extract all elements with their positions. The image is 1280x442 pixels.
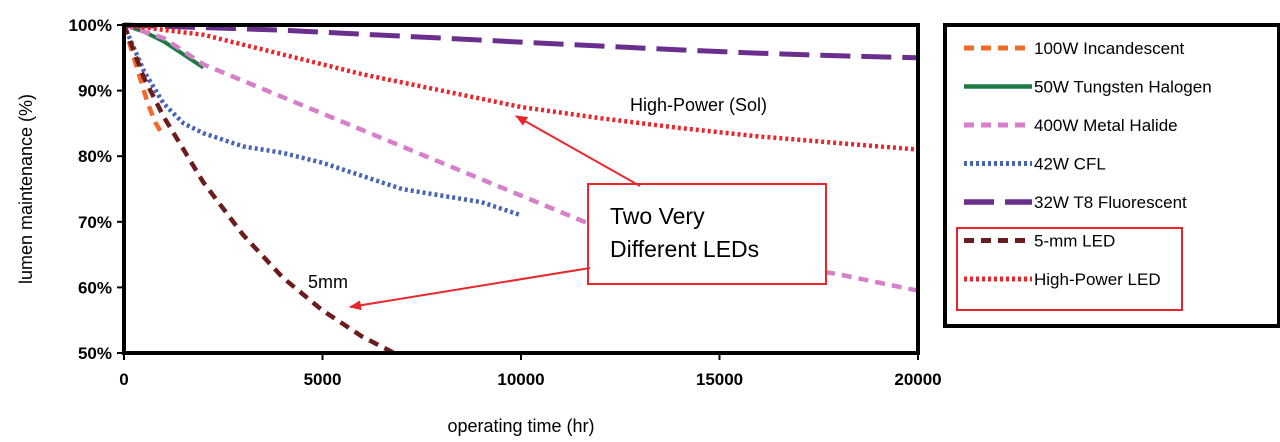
callout-arrow-to-high-power	[515, 115, 641, 187]
x-tick-label: 20000	[894, 370, 941, 389]
series-line-42w-cfl	[121, 24, 522, 218]
y-tick-label: 100%	[69, 16, 112, 35]
series-line-high-power-led	[123, 22, 919, 152]
y-tick-label: 50%	[78, 344, 112, 363]
legend-label: 400W Metal Halide	[1034, 116, 1178, 135]
x-axis-title: operating time (hr)	[447, 416, 594, 436]
ticks-layer: 0 5000 10000 15000 20000 50% 60% 70% 80% 90% 100%	[69, 16, 942, 389]
x-tick-label: 15000	[696, 370, 743, 389]
legend-label: 32W T8 Fluorescent	[1034, 193, 1187, 212]
callout-arrow-to-5mm	[349, 267, 591, 311]
x-tick-label: 5000	[304, 370, 342, 389]
legend-label: 42W CFL	[1034, 155, 1106, 174]
legend-label: 50W Tungsten Halogen	[1034, 78, 1212, 97]
series-line-5-mm-led	[121, 24, 396, 355]
y-tick-label: 80%	[78, 147, 112, 166]
y-tick-label: 60%	[78, 278, 112, 297]
callout-text-line2: Different LEDs	[610, 236, 759, 262]
legend-label: 5-mm LED	[1034, 232, 1115, 251]
series-line-32w-t8-fluorescent	[123, 22, 919, 61]
legend-label: 100W Incandescent	[1034, 39, 1185, 58]
callout-text-line1: Two Very	[610, 203, 705, 229]
legend-box	[943, 23, 1280, 328]
callout-box	[587, 183, 827, 285]
x-tick-label: 10000	[497, 370, 544, 389]
series-layer	[121, 22, 919, 355]
legend-entries: 100W Incandescent 50W Tungsten Halogen 400…	[964, 39, 1212, 289]
y-tick-label: 90%	[78, 82, 112, 101]
y-tick-label: 70%	[78, 213, 112, 232]
legend-label: High-Power LED	[1034, 270, 1161, 289]
y-axis-title: lumen maintenance (%)	[16, 94, 36, 284]
x-tick-label: 0	[119, 370, 128, 389]
series-line-50w-tungsten-halogen	[123, 23, 205, 70]
annotation-5mm: 5mm	[308, 272, 348, 292]
legend-led-highlight	[956, 227, 1183, 311]
annotation-high-power-sol: High-Power (Sol)	[630, 95, 767, 115]
